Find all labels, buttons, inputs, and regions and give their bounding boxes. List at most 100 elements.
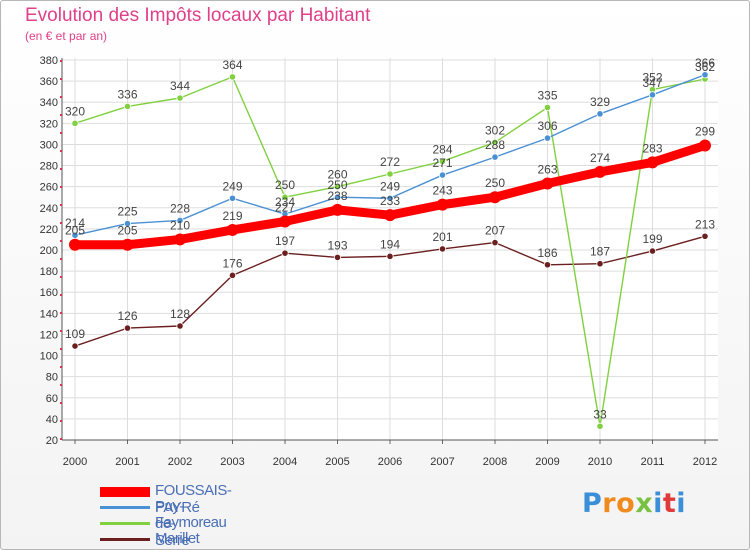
data-label: 260 [327,168,347,182]
data-point [438,171,447,179]
data-point [123,102,132,111]
data-point [176,216,184,225]
data-point [176,322,184,330]
data-label: 250 [485,176,505,190]
data-label: 197 [275,234,295,248]
data-label: 243 [432,184,452,198]
data-label: 207 [485,224,505,238]
data-point [333,253,342,261]
data-label: 199 [642,232,662,246]
data-label: 213 [695,217,715,231]
data-point [333,183,342,191]
chart-title: Evolution des Impôts locaux par Habitant [25,5,371,26]
data-point [123,324,132,332]
data-label: 272 [380,155,400,169]
data-point [281,249,289,257]
data-point [596,110,604,118]
data-point [543,261,552,269]
data-label: 219 [222,209,242,223]
data-point [436,198,449,211]
data-label: 128 [170,307,190,321]
data-label: 306 [537,119,557,133]
data-label: 238 [327,189,347,203]
legend-label: Faymoreau [155,514,227,531]
x-tick-label: 2006 [378,456,402,468]
data-point [386,170,394,178]
legend-swatch [100,522,150,525]
data-point [543,134,552,142]
x-tick-label: 2011 [641,456,665,468]
y-tick-label: 80 [46,372,58,384]
y-tick-label: 40 [46,414,58,426]
data-point [491,138,499,146]
data-label: 320 [65,104,85,118]
data-point [71,342,79,350]
data-point [489,191,501,204]
data-point [331,203,344,216]
data-point [228,73,237,81]
legend-swatch [100,487,150,497]
legend-swatch [100,538,150,541]
data-label: 335 [537,89,557,103]
y-tick-label: 60 [46,393,58,405]
data-point [438,157,447,165]
data-point [596,422,604,430]
data-label: 366 [695,56,715,70]
data-label: 205 [65,224,85,238]
y-tick-label: 20 [46,435,58,447]
y-tick-label: 380 [40,55,58,67]
data-label: 227 [275,201,295,215]
data-point [541,177,554,190]
data-label: 362 [695,60,715,74]
legend-label: Marillet [155,530,200,547]
data-point [71,119,79,127]
data-label: 194 [380,237,400,251]
data-point [228,194,237,202]
data-point [384,209,396,222]
y-tick-label: 280 [40,161,58,173]
data-point [701,71,709,79]
y-tick-label: 240 [40,203,58,215]
data-label: 250 [275,178,295,192]
data-label: 329 [590,95,610,109]
data-label: 347 [642,76,662,90]
data-point [386,252,394,260]
data-point [543,103,552,112]
legend-label: FOUSSAIS-PAYRé [155,482,232,516]
data-label: 284 [432,142,452,156]
data-point [228,271,237,279]
data-label: 274 [590,151,610,165]
x-tick-label: 2003 [220,456,244,468]
data-point [71,231,79,239]
y-tick-label: 340 [40,97,58,109]
data-point [596,260,604,268]
x-tick-label: 2002 [168,456,192,468]
data-point [699,139,711,152]
data-point [438,245,447,253]
data-point [594,165,606,178]
data-point [121,238,134,251]
y-tick-label: 120 [40,329,58,341]
data-point [69,238,81,251]
data-point [174,233,186,246]
data-label: 302 [485,123,505,137]
data-label: 214 [65,216,85,230]
data-label: 228 [170,201,190,215]
x-tick-label: 2001 [115,456,139,468]
y-tick-label: 260 [40,182,58,194]
data-label: 201 [432,230,452,244]
y-tick-label: 300 [40,139,58,151]
y-tick-label: 200 [40,245,58,257]
data-label: 249 [380,179,400,193]
x-tick-label: 2008 [483,456,507,468]
data-label: 364 [222,58,242,72]
y-tick-label: 180 [40,266,58,278]
y-tick-label: 360 [40,76,58,88]
x-tick-label: 2010 [588,456,612,468]
data-label: 344 [170,79,190,93]
data-point [491,239,499,247]
data-label: 186 [537,246,557,260]
x-tick-label: 2012 [693,456,717,468]
y-tick-label: 320 [40,118,58,130]
data-label: 250 [327,178,347,192]
